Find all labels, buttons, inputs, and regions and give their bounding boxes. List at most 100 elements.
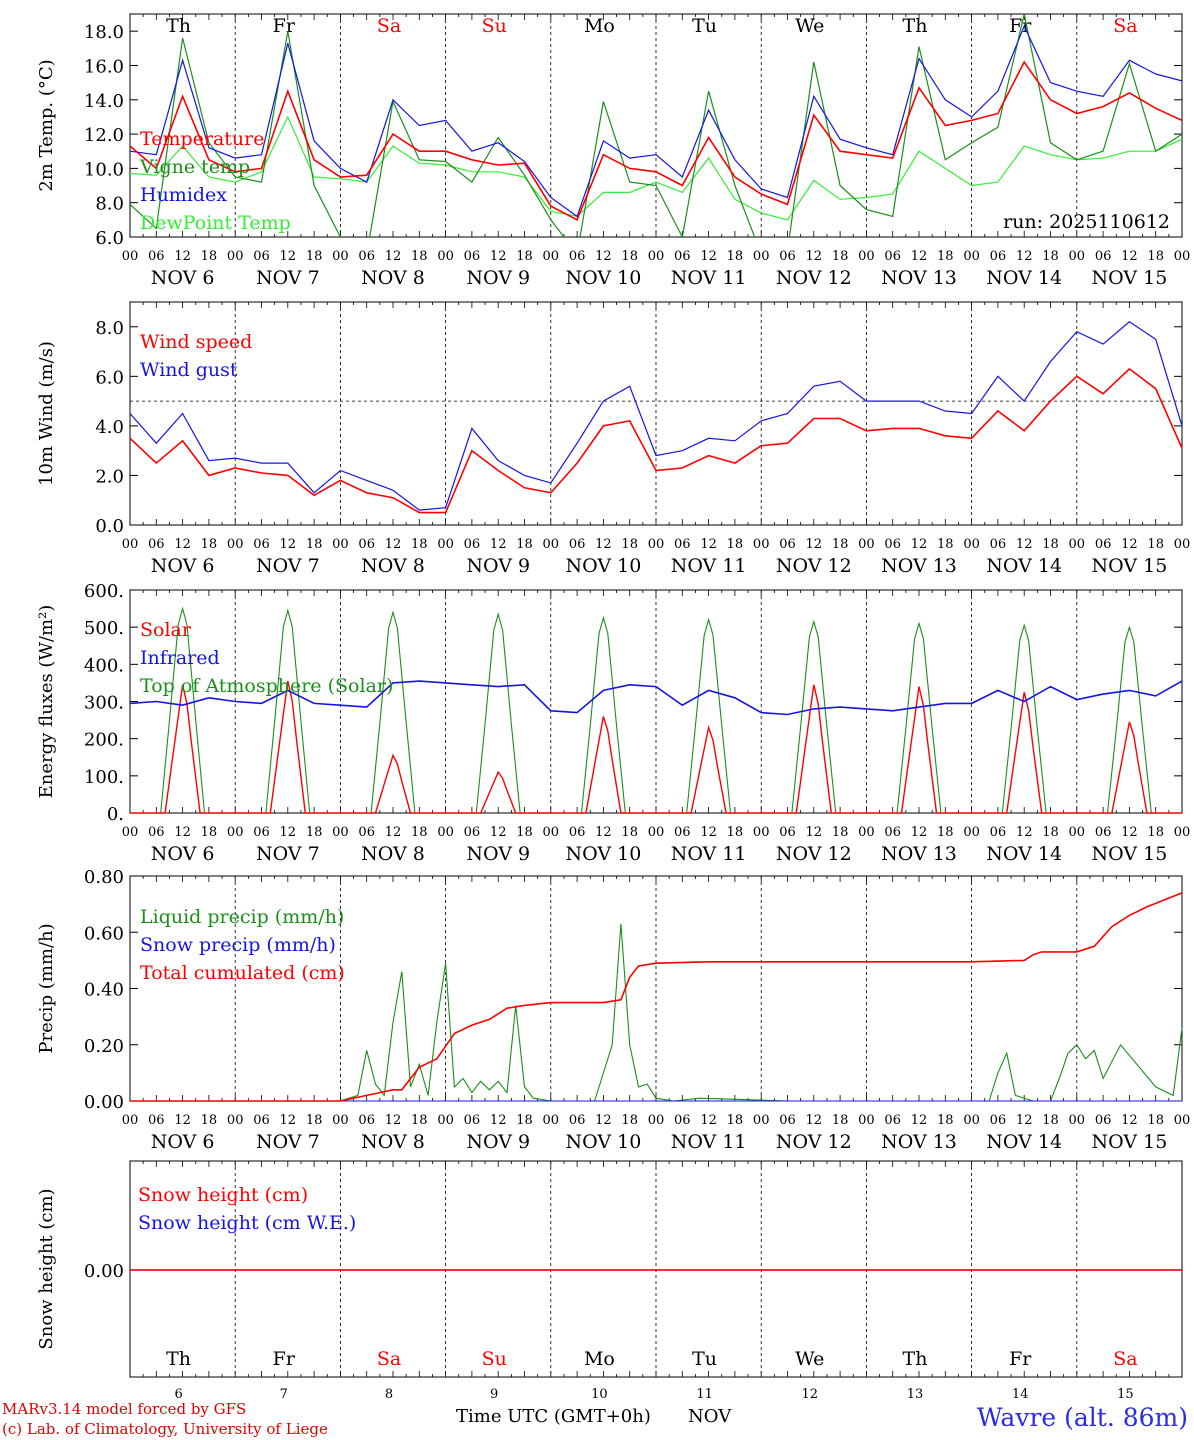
legend-liquid-precip-mm-h-: Liquid precip (mm/h) [140, 906, 344, 928]
date-label: NOV 12 [776, 843, 852, 865]
hour-tick-label: 18 [727, 1113, 744, 1128]
y-tick-label: 500. [84, 618, 124, 639]
day-name-top: Su [482, 15, 507, 37]
hour-tick-label: 06 [358, 249, 375, 264]
hour-tick-label: 00 [122, 1113, 139, 1128]
station-label: Wavre (alt. 86m) [976, 1403, 1188, 1432]
hour-tick-label: 06 [884, 537, 901, 552]
y-tick-label: 6.0 [95, 367, 124, 388]
hour-tick-label: 12 [595, 1113, 612, 1128]
y-tick-label: 0.80 [84, 867, 124, 888]
hour-tick-label: 18 [937, 249, 954, 264]
date-label: NOV 14 [986, 843, 1062, 865]
hour-tick-label: 12 [1121, 1113, 1138, 1128]
hour-tick-label: 12 [806, 537, 823, 552]
hour-tick-label: 00 [963, 537, 980, 552]
hour-tick-label: 18 [621, 537, 638, 552]
hour-tick-label: 06 [569, 1113, 586, 1128]
hour-tick-label: 00 [753, 1113, 770, 1128]
y-tick-label: 400. [84, 655, 124, 676]
hour-tick-label: 18 [411, 537, 428, 552]
y-tick-label: 200. [84, 730, 124, 751]
series-vigne-temp [130, 14, 1182, 237]
legend-wind-speed: Wind speed [140, 331, 252, 353]
hour-tick-label: 06 [884, 249, 901, 264]
date-label: NOV 8 [361, 843, 425, 865]
hour-tick-label: 12 [490, 249, 507, 264]
y-tick-label: 8.0 [95, 318, 124, 339]
y-axis-title-3: Precip (mm/h) [36, 923, 57, 1053]
date-label: NOV 9 [466, 555, 530, 577]
date-label: NOV 6 [151, 843, 215, 865]
hour-tick-label: 18 [411, 1113, 428, 1128]
legend-snow-height-cm-: Snow height (cm) [138, 1184, 308, 1206]
day-name-top: Fr [273, 15, 296, 37]
hour-tick-label: 18 [937, 825, 954, 840]
date-label: NOV 10 [565, 267, 641, 289]
hour-tick-label: 06 [1095, 249, 1112, 264]
hour-tick-label: 00 [543, 1113, 560, 1128]
hour-tick-label: 00 [1069, 537, 1086, 552]
hour-tick-label: 12 [911, 1113, 928, 1128]
date-label: NOV 15 [1091, 843, 1167, 865]
date-label: NOV 9 [466, 267, 530, 289]
hour-tick-label: 00 [963, 825, 980, 840]
legend-snow-height-cm-w-e-: Snow height (cm W.E.) [138, 1212, 356, 1234]
hour-tick-label: 06 [1095, 1113, 1112, 1128]
hour-tick-label: 18 [516, 249, 533, 264]
hour-tick-label: 18 [621, 1113, 638, 1128]
hour-tick-label: 00 [858, 537, 875, 552]
hour-tick-label: 00 [227, 1113, 244, 1128]
date-label: NOV 12 [776, 267, 852, 289]
hour-tick-label: 00 [1174, 537, 1191, 552]
date-label: NOV 9 [466, 843, 530, 865]
date-label: NOV 7 [256, 843, 320, 865]
hour-tick-label: 06 [884, 825, 901, 840]
y-axis-title-4: Snow height (cm) [36, 1188, 57, 1349]
series-wind-gust [129, 321, 1183, 511]
hour-tick-label: 18 [727, 537, 744, 552]
date-label: NOV 13 [881, 1131, 957, 1153]
hour-tick-label: 12 [911, 249, 928, 264]
legend-wind-gust: Wind gust [140, 359, 238, 381]
hour-tick-label: 12 [700, 249, 717, 264]
hour-tick-label: 00 [437, 537, 454, 552]
day-number: 11 [696, 1387, 713, 1402]
y-tick-label: 0.40 [84, 980, 124, 1001]
x-axis-title: Time UTC (GMT+0h) [456, 1406, 651, 1427]
y-axis-title-0: 2m Temp. (°C) [36, 59, 57, 191]
run-label: run: 2025110612 [1003, 211, 1170, 233]
day-name-top: Mo [584, 15, 615, 37]
legend-dewpoint-temp: DewPoint Temp [140, 212, 291, 234]
day-name-bottom: Fr [273, 1348, 296, 1370]
hour-tick-label: 12 [490, 537, 507, 552]
y-tick-label: 6.0 [95, 228, 124, 249]
day-name-bottom: Su [482, 1348, 507, 1370]
y-tick-label: 2.0 [95, 466, 124, 487]
legend-infrared: Infrared [140, 647, 220, 669]
hour-tick-label: 00 [543, 825, 560, 840]
hour-tick-label: 06 [884, 1113, 901, 1128]
hour-tick-label: 18 [621, 825, 638, 840]
legend-vigne-temp: Vigne temp [139, 156, 250, 178]
y-tick-label: 18.0 [84, 22, 124, 43]
hour-tick-label: 00 [963, 249, 980, 264]
hour-tick-label: 12 [806, 825, 823, 840]
date-label: NOV 13 [881, 843, 957, 865]
hour-tick-label: 12 [1121, 537, 1138, 552]
date-label: NOV 7 [256, 267, 320, 289]
hour-tick-label: 00 [753, 249, 770, 264]
y-tick-label: 600. [84, 581, 124, 602]
hour-tick-label: 00 [122, 825, 139, 840]
day-name-top: Th [903, 15, 928, 37]
hour-tick-label: 12 [595, 825, 612, 840]
hour-tick-label: 06 [464, 825, 481, 840]
hour-tick-label: 18 [937, 537, 954, 552]
hour-tick-label: 00 [858, 249, 875, 264]
hour-tick-label: 00 [858, 1113, 875, 1128]
y-tick-label: 0.00 [84, 1092, 124, 1113]
hour-tick-label: 12 [174, 1113, 191, 1128]
hour-tick-label: 12 [700, 537, 717, 552]
hour-tick-label: 12 [490, 1113, 507, 1128]
